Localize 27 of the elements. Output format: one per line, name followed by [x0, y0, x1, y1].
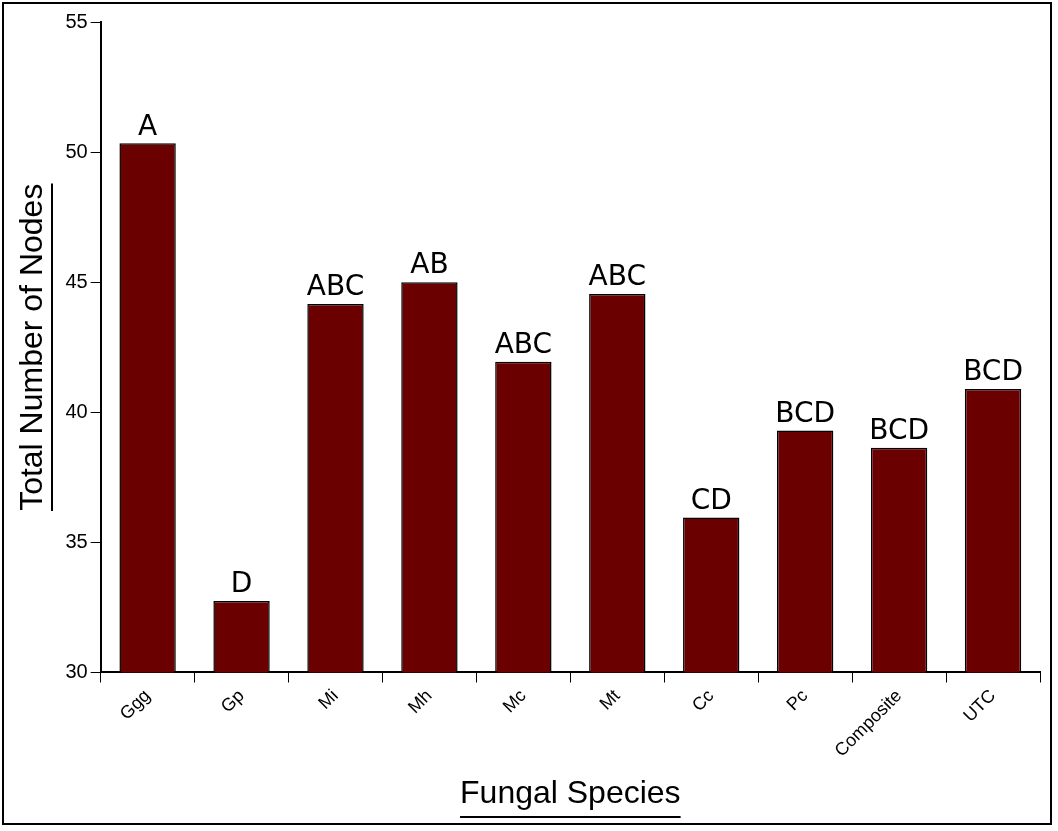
- x-tick-label: Mh: [403, 685, 436, 718]
- y-tick-label: 35: [65, 529, 88, 552]
- annotation: A: [138, 108, 158, 142]
- y-tick-label: 30: [65, 660, 88, 683]
- x-tick-label: Mc: [498, 685, 530, 717]
- annotation: D: [230, 566, 253, 600]
- x-tick-label: Mi: [314, 685, 342, 713]
- y-tick-label: 40: [65, 399, 88, 422]
- y-tick-label: 50: [65, 139, 88, 162]
- annotation: BCD: [963, 354, 1023, 388]
- annotation: ABC: [494, 327, 553, 361]
- annotation: BCD: [775, 395, 836, 429]
- annotation: BCD: [869, 412, 930, 446]
- annotation: ABC: [306, 269, 365, 303]
- x-tick-label: Ggg: [115, 685, 154, 724]
- annotation: CD: [690, 482, 732, 516]
- y-tick-label: 45: [65, 269, 88, 292]
- annotation: AB: [410, 247, 449, 281]
- annotation: ABC: [588, 259, 646, 293]
- x-tick-label: UTC: [959, 685, 1000, 726]
- x-tick-label: Mt: [595, 685, 624, 714]
- x-axis-title: Fungal Species: [460, 773, 681, 810]
- x-tick-label: Pc: [782, 685, 812, 715]
- x-tick-label: Cc: [687, 685, 718, 716]
- y-axis-title: Total Number of Nodes: [13, 183, 50, 511]
- x-tick-label: Gp: [216, 685, 248, 717]
- y-tick-label: 55: [65, 9, 88, 32]
